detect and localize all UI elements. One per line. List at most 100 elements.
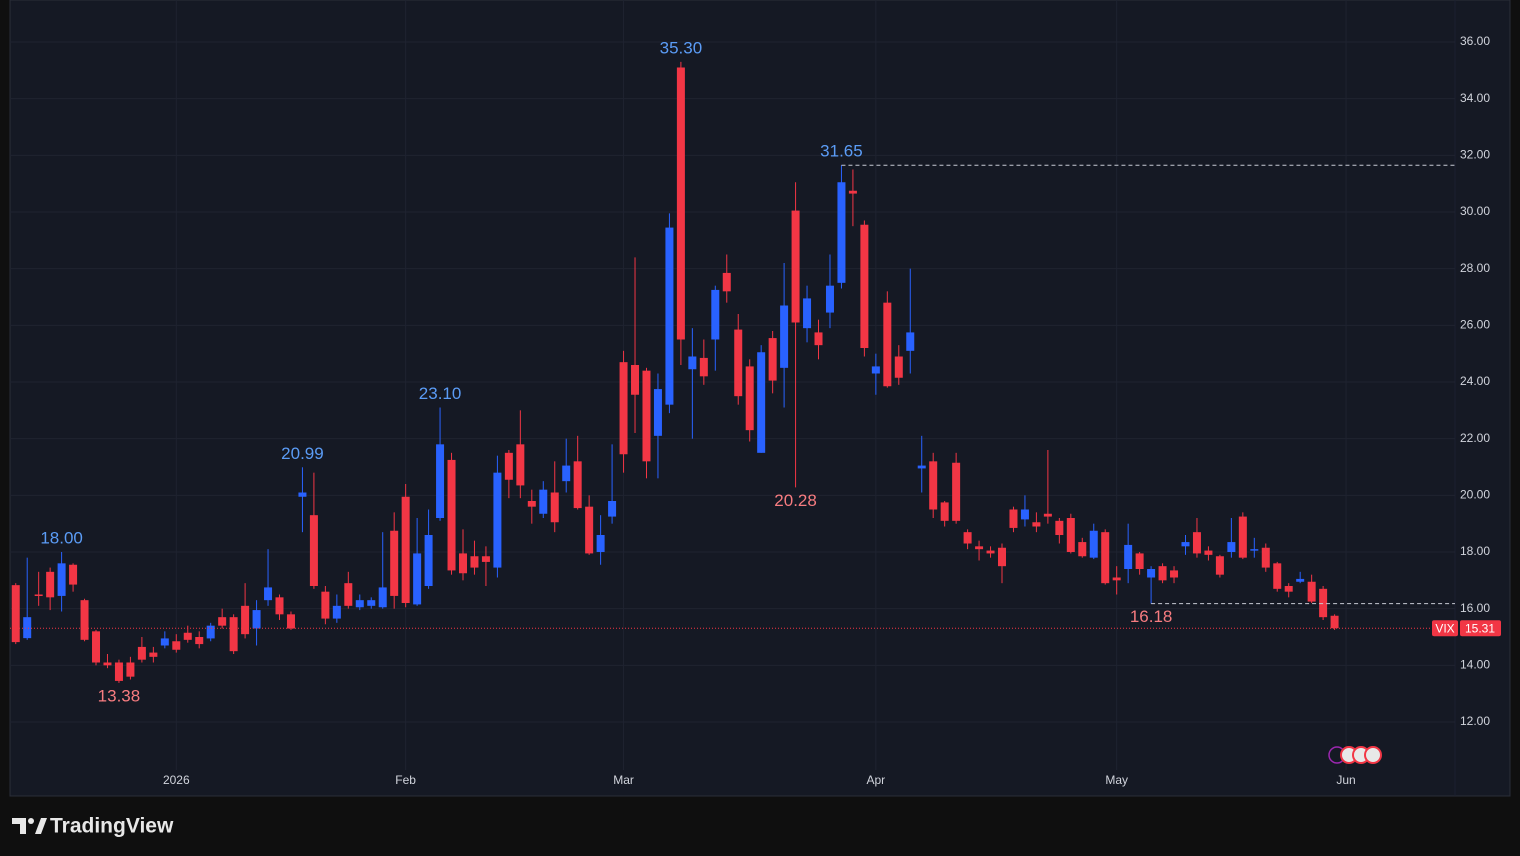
candle-body — [149, 652, 158, 657]
candle-body — [34, 594, 43, 597]
candle-body — [883, 302, 892, 387]
candle-body — [69, 564, 78, 585]
candle-body — [1066, 517, 1075, 552]
candle-body — [998, 547, 1007, 567]
candle-body — [206, 625, 215, 639]
candle-body — [390, 530, 399, 596]
candle-body — [1112, 577, 1121, 581]
candle-body — [596, 534, 605, 552]
x-tick-label: 2026 — [163, 773, 190, 787]
candle-body — [355, 600, 364, 608]
candle-body — [1319, 588, 1328, 618]
price-annotation: 20.99 — [281, 444, 324, 463]
symbol-badge — [1432, 620, 1458, 637]
x-tick-label: Feb — [395, 773, 416, 787]
candle-body — [57, 563, 66, 596]
candle-body — [768, 338, 777, 381]
y-tick-label: 26.00 — [1460, 318, 1490, 332]
candle-body — [780, 305, 789, 368]
candle-body — [332, 605, 341, 619]
price-annotation: 13.38 — [98, 686, 141, 705]
candle-body — [436, 444, 445, 518]
grid — [10, 0, 1455, 770]
y-tick-label: 24.00 — [1460, 374, 1490, 388]
x-tick-label: May — [1105, 773, 1128, 787]
candle-body — [378, 587, 387, 608]
y-tick-label: 22.00 — [1460, 431, 1490, 445]
candle-body — [699, 357, 708, 377]
price-annotation: 35.30 — [660, 38, 703, 57]
candle-body — [92, 631, 101, 663]
candle-body — [275, 597, 284, 615]
price-annotation: 20.28 — [774, 491, 817, 510]
candle-body — [722, 272, 731, 292]
candle-body — [241, 605, 250, 635]
candle-body — [229, 617, 238, 652]
event-icon — [1364, 746, 1382, 764]
candles — [11, 61, 1339, 683]
candle-body — [218, 617, 227, 626]
candle-body — [894, 356, 903, 378]
candle-body — [676, 67, 685, 340]
candle-body — [344, 583, 353, 606]
candle-body — [1170, 570, 1179, 578]
candle-body — [401, 496, 410, 604]
candle-body — [1284, 586, 1293, 592]
candle-body — [286, 614, 295, 629]
candle-body — [562, 465, 571, 482]
y-tick-label: 16.00 — [1460, 601, 1490, 615]
candle-body — [860, 224, 869, 348]
candle-body — [195, 637, 204, 645]
candle-body — [814, 332, 823, 346]
candle-body — [413, 553, 422, 605]
candle-body — [975, 546, 984, 550]
candle-body — [711, 289, 720, 340]
candle-body — [264, 587, 273, 601]
brand-logo: TradingView — [12, 815, 174, 838]
overlay: 12.00 14.00 16.00 18.00 20.00 22.00 24.00 26.00… — [10, 34, 1501, 787]
y-tick-label: 14.00 — [1460, 658, 1490, 672]
candle-body — [631, 364, 640, 395]
candle-body — [1032, 522, 1041, 527]
candle-body — [1124, 544, 1133, 569]
candle-body — [172, 641, 181, 650]
y-tick-label: 18.00 — [1460, 544, 1490, 558]
candle-body — [516, 444, 525, 486]
candle-body — [1296, 578, 1305, 582]
last-price-label: 15.31 — [1465, 621, 1495, 635]
candle-body — [848, 190, 857, 194]
candle-body — [481, 556, 490, 562]
candle-body — [493, 472, 502, 568]
candle-body — [952, 462, 961, 521]
candle-body — [1158, 566, 1167, 581]
candle-body — [1009, 509, 1018, 528]
candle-body — [1227, 542, 1236, 552]
candle-body — [183, 632, 192, 640]
candle-body — [573, 461, 582, 509]
candle-body — [1192, 532, 1201, 554]
y-tick-label: 20.00 — [1460, 488, 1490, 502]
candle-body — [757, 352, 766, 453]
candle-body — [504, 452, 513, 480]
symbol-label: VIX — [1435, 621, 1454, 635]
candle-body — [1055, 520, 1064, 535]
candle-body — [160, 638, 169, 646]
y-tick-label: 36.00 — [1460, 34, 1490, 48]
price-annotation: 16.18 — [1130, 607, 1173, 626]
candle-body — [298, 492, 307, 497]
price-annotation: 23.10 — [419, 384, 462, 403]
candle-body — [46, 571, 55, 598]
candle-body — [585, 506, 594, 554]
logo-mark — [28, 818, 34, 824]
candle-body — [665, 227, 674, 405]
candle-body — [1089, 530, 1098, 558]
candle-body — [1020, 509, 1029, 520]
candle-body — [550, 492, 559, 523]
candle-body — [1043, 513, 1052, 517]
candle-body — [252, 610, 261, 629]
candle-body — [114, 662, 123, 681]
x-tick-label: Apr — [867, 773, 886, 787]
event-icons — [1328, 746, 1382, 764]
candle-body — [1273, 563, 1282, 589]
